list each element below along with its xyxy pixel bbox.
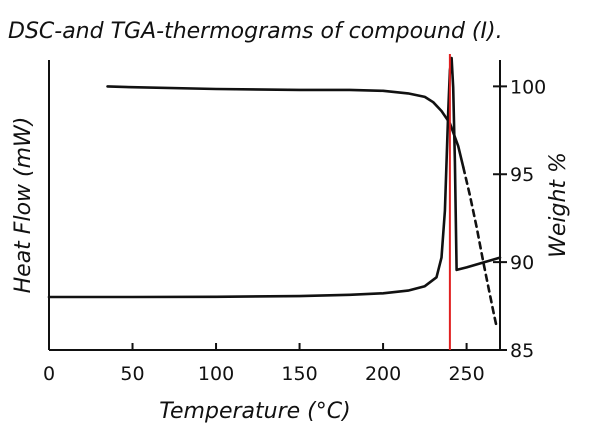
y-right-tick-label: 85: [510, 340, 534, 362]
x-tick-label: 200: [365, 363, 401, 385]
y-right-tick-label: 95: [510, 164, 534, 186]
x-tick-label: 0: [43, 363, 55, 385]
x-tick-label: 50: [120, 363, 144, 385]
plot-frame: [48, 60, 501, 351]
x-tick-label: 100: [198, 363, 234, 385]
series-layer: [47, 56, 502, 329]
tga-curve-dashed: [462, 165, 498, 329]
y-right-axis-label: Weight %: [546, 152, 571, 258]
x-tick-label: 150: [281, 363, 317, 385]
y-right-tick-label: 90: [510, 252, 534, 274]
x-ticks: 0 50 100 150 200 250: [43, 343, 485, 385]
tga-curve: [106, 85, 465, 169]
x-tick-label: 250: [448, 363, 484, 385]
y-right-tick-label: 100: [510, 76, 546, 98]
y-right-ticks: 85 90 95 100: [493, 76, 546, 362]
x-axis-label: Temperature (°C): [159, 399, 350, 424]
chart-title: DSC-and TGA-thermograms of compound (I).: [8, 19, 503, 44]
y-left-axis-label: Heat Flow (mW): [11, 117, 36, 294]
dsc-curve: [47, 56, 502, 299]
